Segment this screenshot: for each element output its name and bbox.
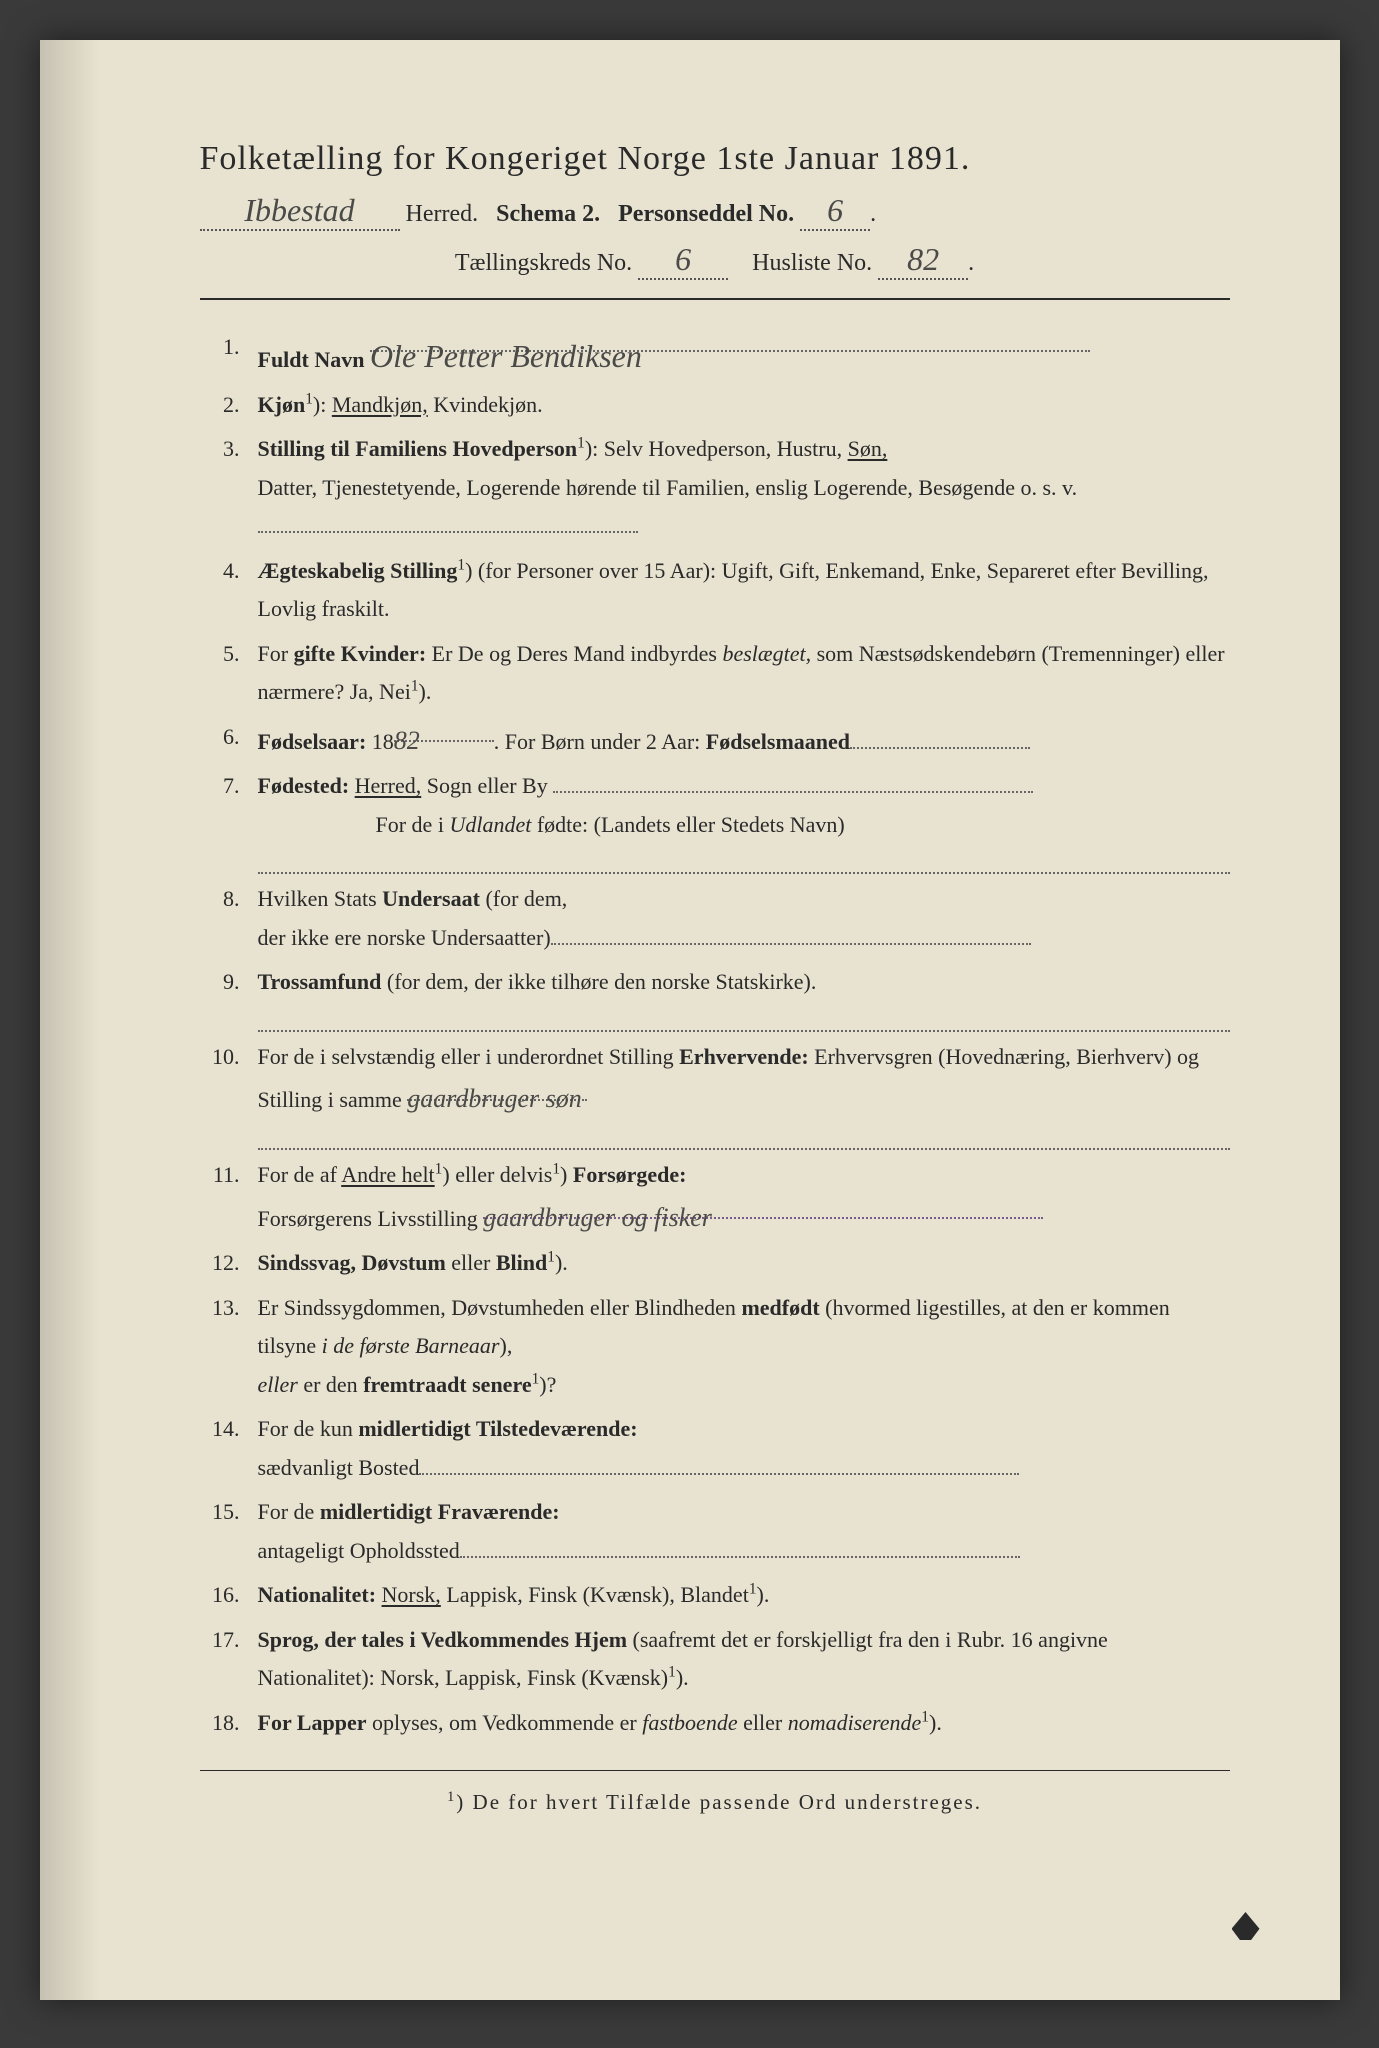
q5-num: 5. [200,635,258,712]
q8-row: 8. Hvilken Stats Undersaat (for dem, der… [200,880,1230,957]
q12-num: 12. [200,1244,258,1283]
q5-row: 5. For gifte Kvinder: Er De og Deres Man… [200,635,1230,712]
q18-row: 18. For Lapper oplyses, om Vedkommende e… [200,1704,1230,1743]
q16-num: 16. [200,1576,258,1615]
q6-row: 6. Fødselsaar: 1882. For Børn under 2 Aa… [200,718,1230,762]
personseddel-no: 6 [827,192,843,228]
kreds-no: 6 [675,241,691,277]
q17-num: 17. [200,1621,258,1698]
q15-num: 15. [200,1493,258,1570]
header-rule [200,298,1230,300]
q16-underlined: Norsk, [382,1582,441,1607]
q4-num: 4. [200,552,258,629]
q2-num: 2. [200,386,258,425]
subhead-line-2: Ibbestad Herred. Schema 2. Personseddel … [200,192,1230,231]
q4-label: Ægteskabelig Stilling [258,558,458,583]
footnote-rule [200,1770,1230,1771]
q3-row: 3. Stilling til Familiens Hovedperson1):… [200,430,1230,546]
q6-label: Fødselsaar: [258,729,367,754]
q3-num: 3. [200,430,258,546]
entries-block: 1. Fuldt Navn Ole Petter Bendiksen 2. Kj… [200,328,1230,1742]
husliste-no: 82 [907,241,939,277]
q16-row: 16. Nationalitet: Norsk, Lappisk, Finsk … [200,1576,1230,1615]
kreds-label: Tællingskreds No. [455,250,632,276]
q9-num: 9. [200,963,258,1032]
q10-value: gaardbruger søn [407,1084,582,1113]
page-tear-icon [1232,1912,1260,1940]
q13-num: 13. [200,1289,258,1405]
q13-row: 13. Er Sindssygdommen, Døvstumheden elle… [200,1289,1230,1405]
q7-label: Fødested: [258,773,350,798]
q17-row: 17. Sprog, der tales i Vedkommendes Hjem… [200,1621,1230,1698]
q10-num: 10. [200,1038,258,1150]
q11-row: 11. For de af Andre helt1) eller delvis1… [200,1156,1230,1238]
personseddel-label: Personseddel No. [618,201,794,227]
herred-label: Herred. [406,201,479,227]
q9-row: 9. Trossamfund (for dem, der ikke tilhør… [200,963,1230,1032]
q2-label: Kjøn [258,392,306,417]
q6-num: 6. [200,718,258,762]
q1-row: 1. Fuldt Navn Ole Petter Bendiksen [200,328,1230,380]
q15-row: 15. For de midlertidigt Fraværende: anta… [200,1493,1230,1570]
q18-label: For Lapper [258,1710,367,1735]
q1-value: Ole Petter Bendiksen [370,338,642,374]
q18-num: 18. [200,1704,258,1743]
census-form-page: Folketælling for Kongeriget Norge 1ste J… [40,40,1340,2000]
q9-label: Trossamfund [258,969,382,994]
q11-num: 11. [200,1156,258,1238]
q8-num: 8. [200,880,258,957]
q1-num: 1. [200,328,258,380]
q7-num: 7. [200,767,258,874]
q14-row: 14. For de kun midlertidigt Tilstedevære… [200,1410,1230,1487]
subhead-line-3: Tællingskreds No. 6 Husliste No. 82. [200,241,1230,280]
q16-label: Nationalitet: [258,1582,377,1607]
q4-row: 4. Ægteskabelig Stilling1) (for Personer… [200,552,1230,629]
q1-label: Fuldt Navn [258,347,365,372]
q2-underlined: Mandkjøn, [332,392,428,417]
q3-underlined: Søn, [848,436,888,461]
q11-value: gaardbruger og fisker [483,1203,712,1232]
q10-row: 10. For de i selvstændig eller i underor… [200,1038,1230,1150]
herred-handwritten: Ibbestad [244,192,354,228]
husliste-label: Husliste No. [752,250,872,276]
q12-label: Sindssvag, Døvstum [258,1250,446,1275]
q7-underlined: Herred, [355,773,422,798]
q12-row: 12. Sindssvag, Døvstum eller Blind1). [200,1244,1230,1283]
q17-label: Sprog, der tales i Vedkommendes Hjem [258,1627,628,1652]
footnote: 1) De for hvert Tilfælde passende Ord un… [200,1789,1230,1815]
q14-num: 14. [200,1410,258,1487]
q6-year: 82 [394,726,420,755]
q2-row: 2. Kjøn1): Mandkjøn, Kvindekjøn. [200,386,1230,425]
schema-label: Schema 2. [496,201,600,227]
q3-cont: Datter, Tjenestetyende, Logerende hørend… [258,475,1078,500]
q7-row: 7. Fødested: Herred, Sogn eller By For d… [200,767,1230,874]
headline: Folketælling for Kongeriget Norge 1ste J… [200,140,1230,178]
q3-label: Stilling til Familiens Hovedperson [258,436,578,461]
